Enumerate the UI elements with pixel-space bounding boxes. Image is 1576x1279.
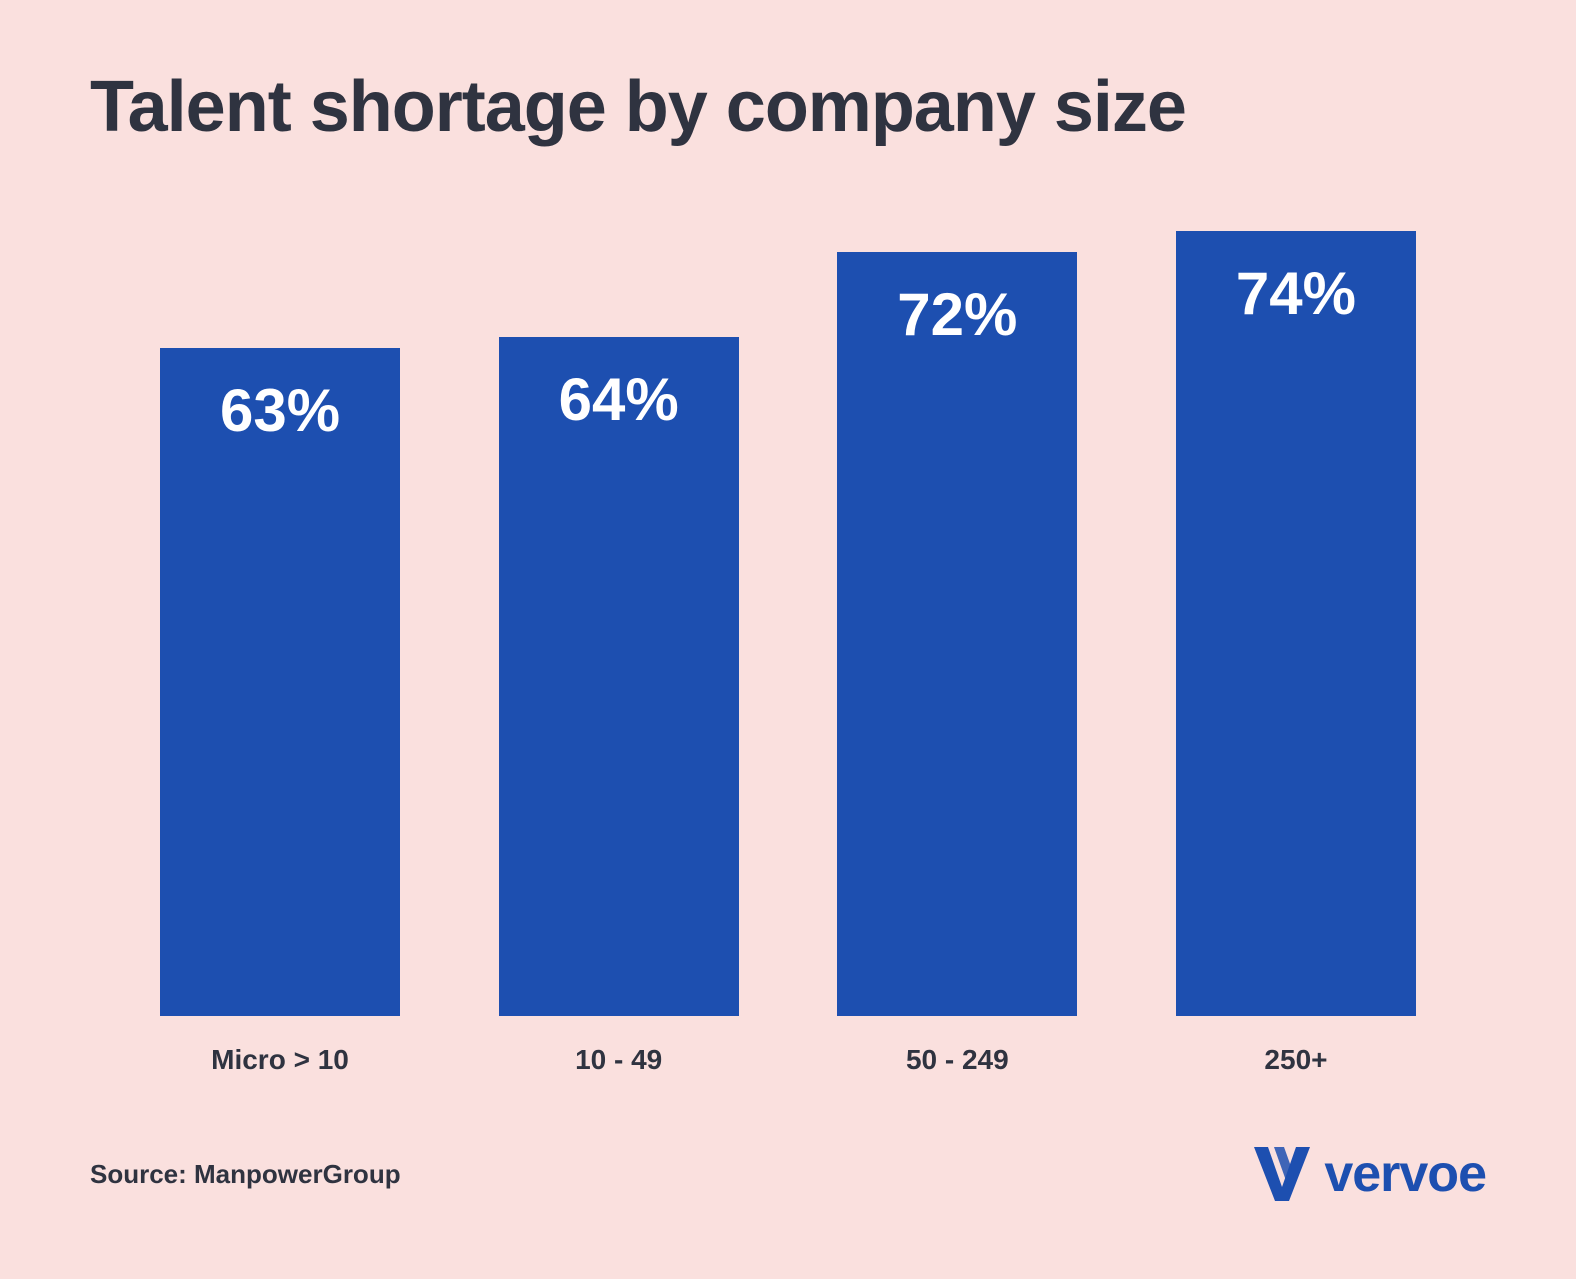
brand-logo: vervoe (1254, 1144, 1486, 1204)
bar-value-label: 64% (559, 365, 679, 434)
bar-group: 64% 10 - 49 (499, 337, 739, 1075)
bar-group: 72% 50 - 249 (837, 252, 1077, 1075)
bar-value-label: 72% (897, 280, 1017, 349)
bar-category-label: Micro > 10 (211, 1044, 349, 1076)
chart-footer: Source: ManpowerGroup vervoe (90, 1144, 1486, 1204)
bar-value-label: 74% (1236, 259, 1356, 328)
bar-group: 63% Micro > 10 (160, 348, 400, 1076)
bar-group: 74% 250+ (1176, 231, 1416, 1075)
bar-category-label: 10 - 49 (575, 1044, 662, 1076)
bar-value-label: 63% (220, 376, 340, 445)
bar: 74% (1176, 231, 1416, 1015)
bar-category-label: 50 - 249 (906, 1044, 1009, 1076)
source-attribution: Source: ManpowerGroup (90, 1159, 401, 1190)
bar-chart: 63%Micro > 1064%10 - 4972%50 - 24974%250… (90, 286, 1486, 1076)
brand-logo-text: vervoe (1324, 1144, 1486, 1204)
vervoe-mark-icon (1254, 1147, 1310, 1201)
bar: 72% (837, 252, 1077, 1015)
bar: 63% (160, 348, 400, 1016)
bar: 64% (499, 337, 739, 1015)
chart-title: Talent shortage by company size (90, 70, 1486, 146)
chart-canvas: Talent shortage by company size 63% Micro… (0, 0, 1576, 1279)
bar-category-label: 250+ (1264, 1044, 1327, 1076)
